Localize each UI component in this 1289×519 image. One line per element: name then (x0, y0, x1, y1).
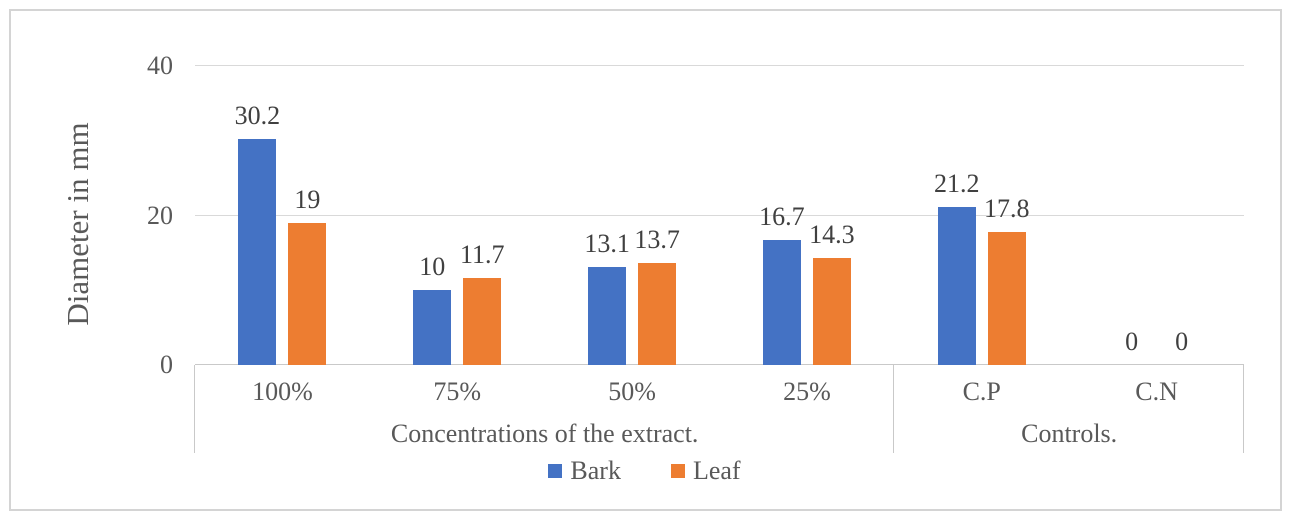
category-group-label: Controls. (1021, 419, 1118, 448)
x-axis-line (195, 364, 1244, 365)
bar-leaf (288, 222, 327, 365)
bar-leaf (812, 258, 851, 365)
data-label: 14.3 (809, 220, 855, 250)
data-label: 13.1 (584, 229, 630, 259)
bar-bark (238, 139, 277, 365)
legend-item-bark: Bark (548, 456, 621, 486)
data-label: 16.7 (759, 202, 805, 232)
bar-leaf (638, 262, 677, 365)
data-label: 13.7 (634, 224, 680, 254)
data-label: 21.2 (934, 168, 980, 198)
legend: Bark Leaf (0, 456, 1289, 486)
legend-label: Bark (570, 456, 621, 485)
data-label: 0 (1175, 327, 1189, 356)
category-label: C.P (962, 377, 1001, 406)
legend-swatch-icon (548, 464, 563, 478)
bar-bark (413, 290, 452, 365)
data-label: 11.7 (459, 239, 505, 269)
category-label: C.N (1135, 377, 1178, 406)
category-label: 50% (608, 377, 656, 406)
category-divider (893, 365, 895, 453)
data-label: 10 (419, 252, 446, 282)
legend-label: Leaf (692, 456, 741, 485)
category-divider (194, 365, 195, 453)
y-tick-label: 40 (147, 51, 173, 80)
data-label: 30.2 (234, 101, 281, 131)
gridline (195, 214, 1244, 216)
y-axis-title: Diameter in mm (60, 122, 95, 326)
data-label: 19 (294, 184, 321, 214)
legend-item-leaf: Leaf (670, 456, 741, 486)
bar-bark (762, 240, 801, 365)
data-label: 0 (1125, 327, 1139, 356)
category-label: 100% (252, 377, 313, 406)
bar-bark (937, 206, 976, 365)
bar-leaf (463, 277, 502, 365)
gridline (195, 65, 1244, 66)
bar-leaf (987, 231, 1026, 365)
legend-swatch-icon (670, 464, 685, 478)
category-label: 25% (783, 377, 831, 406)
figure-border (9, 9, 1282, 511)
y-tick-label: 20 (147, 200, 173, 230)
category-group-label: Concentrations of the extract. (390, 419, 699, 448)
category-divider (1243, 365, 1244, 453)
data-label: 17.8 (984, 193, 1030, 223)
y-tick-label: 0 (160, 350, 173, 379)
bar-bark (588, 267, 627, 365)
category-label: 75% (433, 377, 482, 406)
